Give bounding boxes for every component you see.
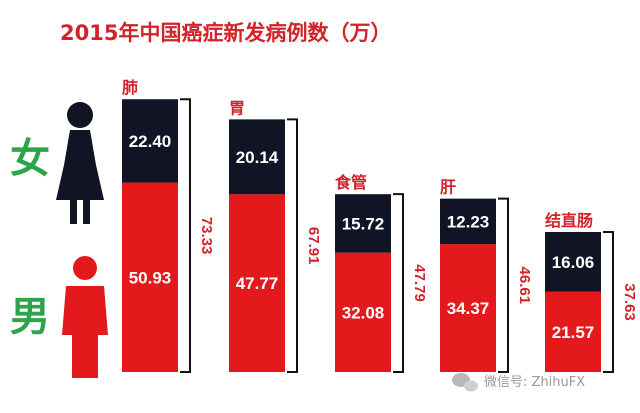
bracket-3	[498, 197, 509, 373]
category-label-3: 肝	[440, 178, 456, 197]
bar-male-4	[545, 291, 601, 372]
category-label-2: 食管	[334, 173, 367, 192]
legend-female-label: 女	[10, 136, 50, 182]
label-female-0: 22.40	[129, 132, 172, 151]
bracket-1	[287, 118, 298, 373]
bar-female-3	[440, 198, 496, 245]
label-female-2: 15.72	[342, 214, 385, 233]
bar-female-4	[545, 232, 601, 292]
label-male-3: 34.37	[447, 299, 490, 318]
total-label-4: 37.63	[621, 283, 638, 321]
bracket-4	[603, 231, 614, 373]
bar-female-2	[335, 194, 391, 253]
legend-male-label: 男	[10, 294, 50, 340]
category-label-1: 胃	[229, 98, 245, 117]
label-female-3: 12.23	[447, 212, 490, 231]
bar-male-3	[440, 244, 496, 372]
bars-group: 22.40 50.93 肺 73.33 20.14 47.77 胃 67.91 15.72 32.…	[122, 78, 638, 373]
bracket-0	[180, 98, 191, 373]
total-label-1: 67.91	[305, 227, 322, 265]
label-male-4: 21.57	[552, 323, 595, 342]
label-female-1: 20.14	[236, 148, 279, 167]
wechat-icon	[452, 373, 478, 392]
bar-female-0	[122, 99, 178, 183]
bracket-2	[393, 193, 404, 373]
watermark-text: 微信号: ZhihuFX	[484, 375, 585, 390]
bar-male-0	[122, 182, 178, 372]
label-male-0: 50.93	[129, 268, 172, 287]
total-label-0: 73.33	[198, 217, 215, 255]
category-label-0: 肺	[122, 78, 138, 97]
label-female-4: 16.06	[552, 253, 595, 272]
total-label-2: 47.79	[411, 264, 428, 302]
bar-female-1	[229, 119, 285, 195]
male-icon	[62, 256, 108, 378]
bar-male-1	[229, 194, 285, 372]
female-icon	[56, 102, 104, 224]
label-male-1: 47.77	[236, 274, 279, 293]
bar-male-2	[335, 252, 391, 372]
total-label-3: 46.61	[516, 267, 533, 305]
category-label-4: 结直肠	[544, 211, 593, 230]
label-male-2: 32.08	[342, 303, 385, 322]
chart-title: 2015年中国癌症新发病例数（万）	[60, 21, 391, 45]
